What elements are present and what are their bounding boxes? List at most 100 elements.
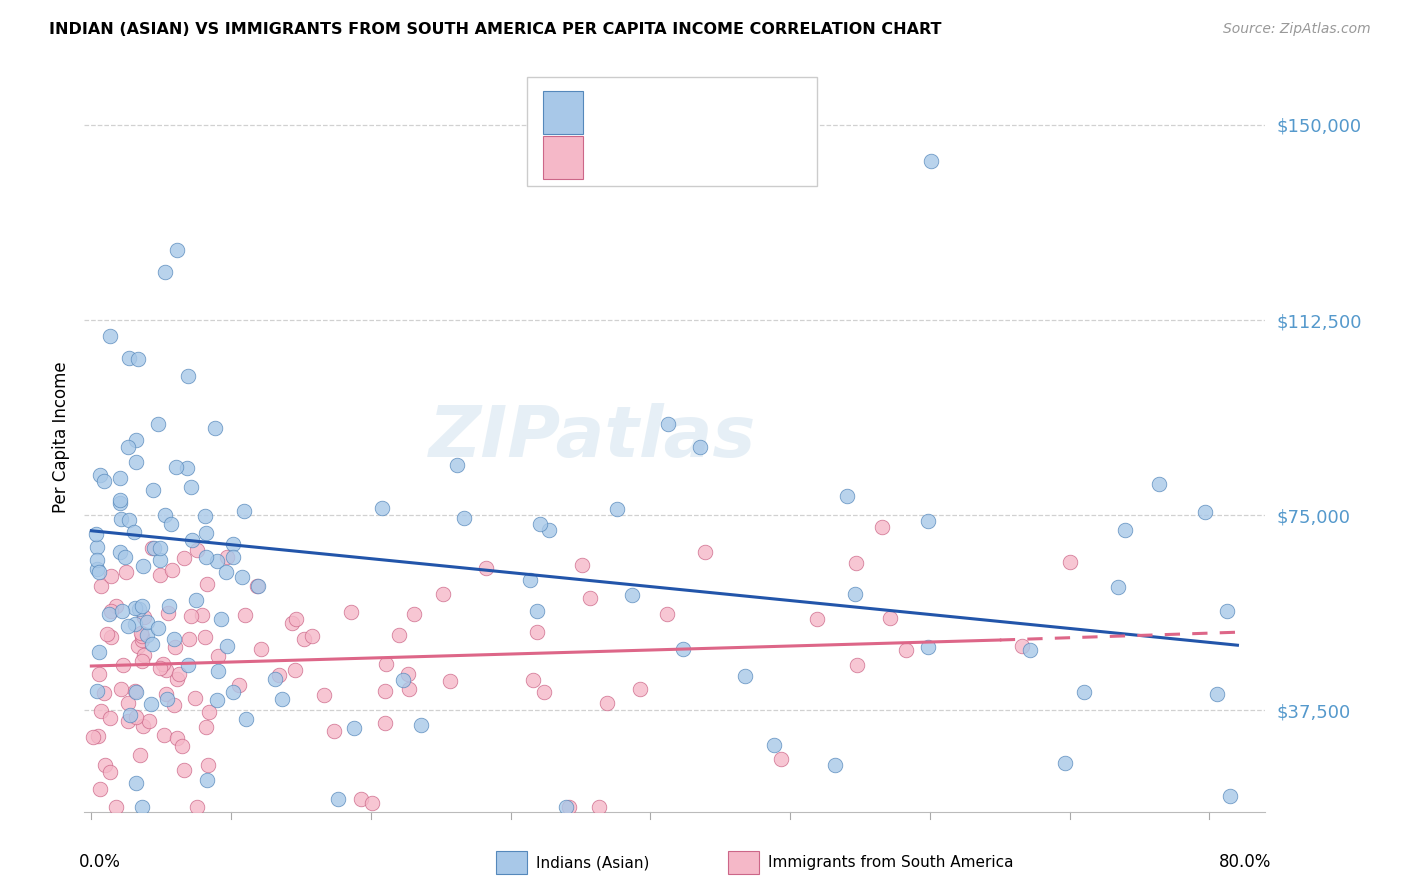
Point bbox=[180, 609, 202, 624]
Point bbox=[194, 630, 217, 644]
Point bbox=[222, 537, 245, 551]
Point bbox=[204, 421, 226, 435]
Point bbox=[129, 625, 152, 640]
Point bbox=[149, 553, 172, 567]
Point bbox=[411, 718, 433, 732]
Point bbox=[917, 640, 939, 654]
Point bbox=[301, 629, 323, 643]
Point bbox=[100, 630, 122, 644]
Point bbox=[170, 739, 193, 754]
Point bbox=[312, 688, 335, 702]
Point bbox=[87, 729, 110, 743]
Point bbox=[1054, 756, 1077, 770]
Point bbox=[343, 721, 366, 735]
Point bbox=[100, 569, 122, 583]
Point bbox=[195, 577, 218, 591]
Point bbox=[146, 621, 169, 635]
Point bbox=[391, 673, 413, 688]
Point bbox=[173, 763, 195, 777]
Point bbox=[207, 664, 229, 678]
Point bbox=[124, 600, 146, 615]
Point bbox=[149, 568, 172, 582]
Point bbox=[152, 657, 174, 672]
Point bbox=[132, 648, 155, 662]
Point bbox=[110, 545, 132, 559]
Point bbox=[588, 799, 610, 814]
Point bbox=[222, 685, 245, 699]
Point bbox=[398, 681, 420, 696]
Point bbox=[141, 541, 163, 555]
Point bbox=[396, 666, 419, 681]
Point bbox=[533, 685, 555, 699]
Point bbox=[917, 515, 939, 529]
Text: N =  114: N = 114 bbox=[714, 103, 793, 121]
Point bbox=[131, 633, 153, 648]
Point bbox=[166, 731, 188, 745]
Point bbox=[120, 707, 142, 722]
Point bbox=[655, 607, 678, 621]
Point bbox=[125, 684, 148, 698]
Point bbox=[110, 681, 132, 696]
Point bbox=[1194, 505, 1216, 519]
Point bbox=[1059, 555, 1081, 569]
Point bbox=[371, 501, 394, 516]
Point bbox=[529, 516, 551, 531]
Point bbox=[136, 615, 159, 629]
Point bbox=[197, 758, 219, 772]
Text: Source: ZipAtlas.com: Source: ZipAtlas.com bbox=[1223, 22, 1371, 37]
Point bbox=[195, 526, 218, 541]
Point bbox=[657, 417, 679, 431]
Point bbox=[571, 558, 593, 573]
Point bbox=[350, 791, 373, 805]
Point bbox=[96, 627, 118, 641]
Point bbox=[620, 588, 643, 602]
Point bbox=[117, 441, 139, 455]
FancyBboxPatch shape bbox=[527, 78, 817, 186]
Point bbox=[628, 682, 651, 697]
Point bbox=[606, 502, 628, 516]
Point bbox=[105, 599, 128, 613]
Point bbox=[138, 714, 160, 728]
Point bbox=[110, 512, 132, 526]
Point bbox=[117, 696, 139, 710]
Point bbox=[141, 697, 163, 711]
Point bbox=[195, 773, 218, 788]
Text: Immigrants from South America: Immigrants from South America bbox=[768, 855, 1014, 870]
Point bbox=[90, 579, 112, 593]
Point bbox=[246, 579, 269, 593]
Y-axis label: Per Capita Income: Per Capita Income bbox=[52, 361, 70, 513]
Point bbox=[920, 154, 942, 169]
Point bbox=[404, 607, 426, 621]
FancyBboxPatch shape bbox=[543, 136, 582, 178]
Point bbox=[128, 601, 150, 615]
Point bbox=[247, 579, 270, 593]
Point bbox=[132, 719, 155, 733]
Point bbox=[155, 687, 177, 701]
Point bbox=[1011, 640, 1033, 654]
Point bbox=[326, 791, 349, 805]
Point bbox=[124, 684, 146, 698]
Point bbox=[205, 693, 228, 707]
Point bbox=[194, 720, 217, 734]
Text: 0.0%: 0.0% bbox=[79, 853, 121, 871]
Point bbox=[108, 471, 131, 485]
Point bbox=[94, 758, 117, 772]
Point bbox=[98, 764, 121, 779]
Point bbox=[90, 704, 112, 718]
Point bbox=[131, 599, 153, 614]
Point bbox=[173, 550, 195, 565]
Point bbox=[475, 561, 498, 575]
Point bbox=[184, 691, 207, 706]
Point bbox=[157, 599, 180, 613]
Point bbox=[1206, 687, 1229, 701]
Point bbox=[672, 642, 695, 657]
Point bbox=[233, 503, 256, 517]
Point bbox=[118, 351, 141, 366]
Point bbox=[98, 329, 121, 343]
Text: R = -0.192: R = -0.192 bbox=[602, 103, 699, 121]
Point bbox=[124, 616, 146, 631]
Point bbox=[292, 632, 315, 646]
Point bbox=[166, 672, 188, 686]
Point bbox=[215, 566, 238, 580]
Text: ZIPatlas: ZIPatlas bbox=[429, 402, 756, 472]
